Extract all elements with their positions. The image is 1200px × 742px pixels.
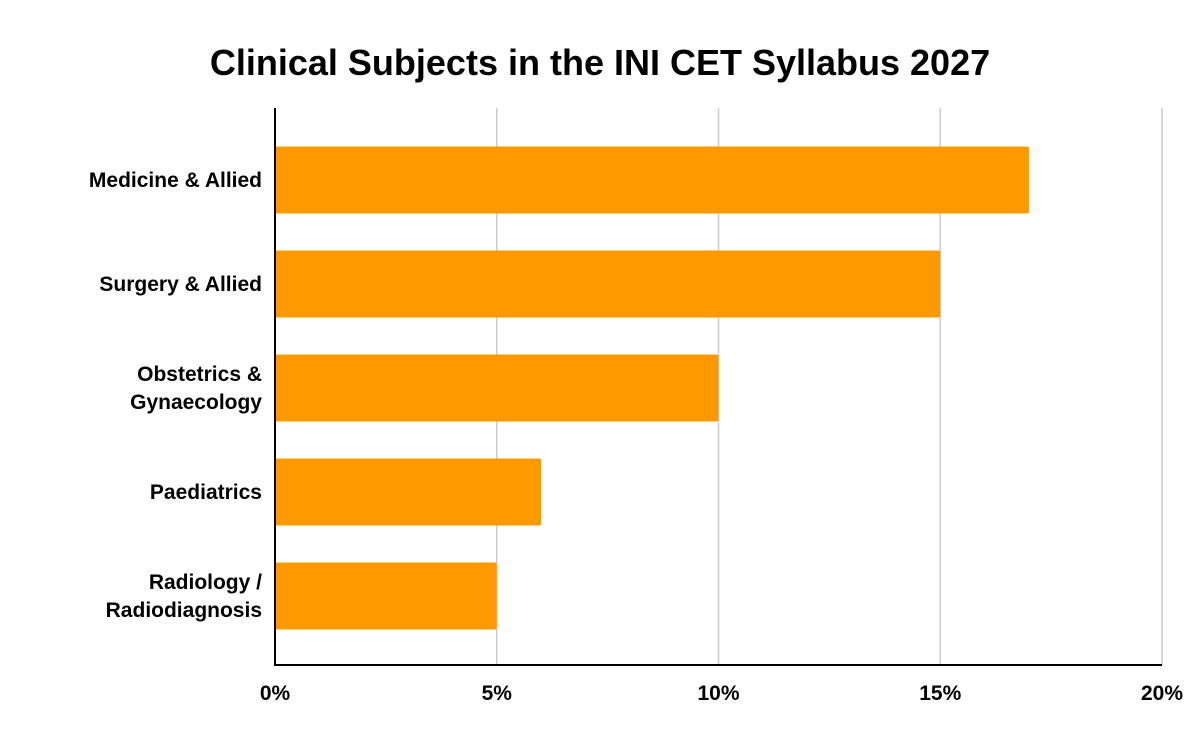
x-tick-label: 5% [482, 682, 513, 705]
category-label: Paediatrics [150, 481, 262, 504]
bar [275, 562, 497, 630]
category-label: Obstetrics & Gynaecology [130, 363, 262, 414]
category-label-line: Radiodiagnosis [106, 599, 262, 622]
bars [275, 146, 1029, 630]
bar [275, 146, 1029, 214]
category-label-line: Radiology / [149, 571, 262, 594]
x-tick-label: 0% [260, 682, 291, 705]
chart-title: Clinical Subjects in the INI CET Syllabu… [210, 42, 990, 83]
category-label-line: Paediatrics [150, 481, 262, 504]
x-tick-labels: 0% 5% 10% 15% 20% [260, 682, 1184, 705]
category-label-line: Gynaecology [130, 391, 262, 414]
category-label-line: Medicine & Allied [89, 169, 262, 192]
bar [275, 458, 542, 526]
category-label-line: Obstetrics & [137, 363, 262, 386]
category-label: Medicine & Allied [89, 169, 262, 192]
category-labels: Medicine & Allied Surgery & Allied Obstetr… [89, 169, 262, 622]
category-label: Radiology / Radiodiagnosis [106, 571, 263, 622]
x-tick-label: 20% [1141, 682, 1183, 705]
x-tick-label: 15% [919, 682, 961, 705]
bar [275, 354, 719, 422]
axes [274, 108, 1162, 666]
bar [275, 250, 941, 318]
category-label-line: Surgery & Allied [99, 273, 262, 296]
x-tick-label: 10% [697, 682, 739, 705]
category-label: Surgery & Allied [99, 273, 262, 296]
